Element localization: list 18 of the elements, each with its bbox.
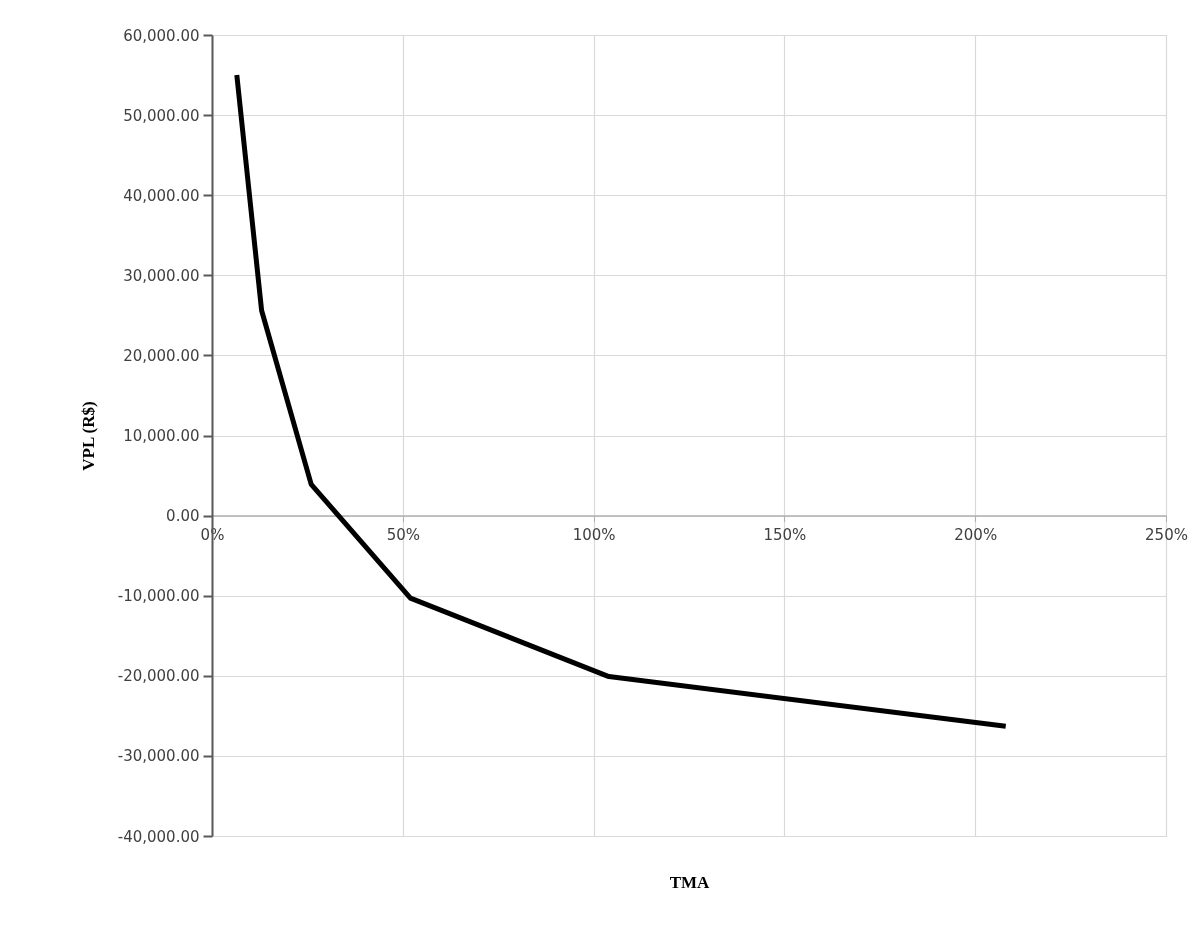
x-tick-label: 100% bbox=[572, 526, 616, 545]
y-tick-label: 10,000.00 bbox=[123, 427, 200, 445]
y-tick-label: -30,000.00 bbox=[117, 747, 200, 766]
x-axis-title: TMA bbox=[669, 872, 711, 892]
y-tick-label: -10,000.00 bbox=[117, 587, 200, 606]
y-tick-label: -20,000.00 bbox=[117, 667, 200, 686]
y-tick-label: 50,000.00 bbox=[123, 106, 200, 125]
y-tick-label: 20,000.00 bbox=[123, 346, 200, 365]
x-tick-label: 200% bbox=[954, 526, 998, 545]
x-tick-label: 50% bbox=[386, 526, 420, 545]
x-tick-label: 250% bbox=[1145, 526, 1188, 545]
y-axis-title: VPL (R$) bbox=[78, 401, 98, 471]
y-tick-label: 40,000.00 bbox=[123, 186, 200, 205]
y-tick-label: 60,000.00 bbox=[123, 26, 200, 45]
y-tick-label: -40,000.00 bbox=[117, 827, 200, 846]
y-tick-label: 0.00 bbox=[166, 507, 200, 526]
x-tick-label: 150% bbox=[763, 526, 807, 545]
y-tick-label: 30,000.00 bbox=[123, 266, 200, 285]
